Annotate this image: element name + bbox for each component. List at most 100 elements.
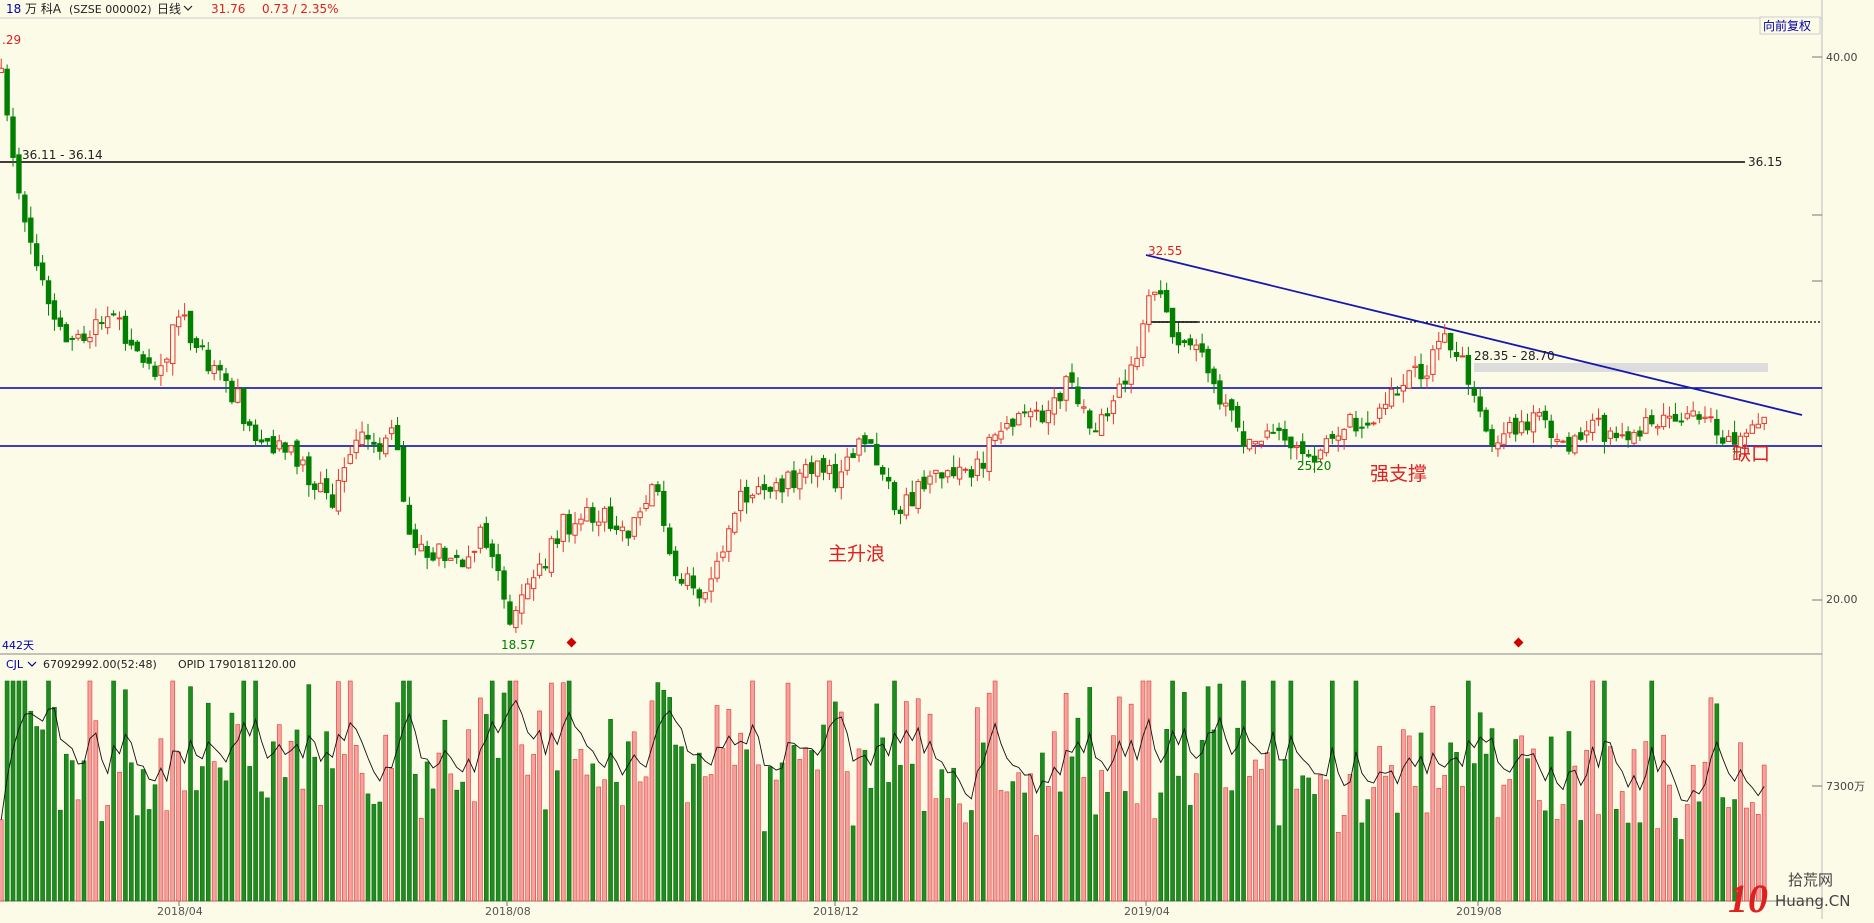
volume-bar: [1046, 786, 1051, 902]
candle-body: [288, 445, 294, 453]
volume-bar: [679, 746, 684, 902]
volume-bar: [152, 784, 158, 902]
volume-bar: [1649, 680, 1655, 902]
adjust-button-box[interactable]: [1759, 16, 1821, 35]
candle-body: [1607, 430, 1614, 439]
candle-body: [732, 512, 738, 533]
candle-body: [1761, 416, 1767, 425]
volume-bar: [223, 780, 229, 902]
candle-body: [211, 364, 217, 374]
volume-bar: [1105, 792, 1110, 902]
volume-bar: [1412, 786, 1418, 902]
candle-body: [1010, 418, 1016, 427]
volume-bar: [667, 697, 673, 902]
candle-body: [235, 388, 241, 403]
volume-bar: [998, 790, 1004, 902]
candle-body: [856, 438, 862, 456]
volume-bar: [614, 781, 619, 902]
volume-bar: [418, 817, 424, 902]
candle-body: [625, 530, 631, 539]
candle-body: [39, 262, 46, 281]
candle-body: [1069, 372, 1075, 383]
volume-bar: [28, 710, 34, 902]
volume-bar: [448, 773, 454, 902]
candle-body: [903, 494, 910, 516]
candle-body: [359, 431, 365, 446]
volume-bar: [1631, 749, 1637, 902]
candle-body: [51, 300, 58, 320]
volume-indicator-name[interactable]: CJL: [6, 658, 24, 671]
candle-body: [1542, 410, 1548, 421]
volume-bar: [1324, 779, 1329, 902]
volume-bar: [1335, 831, 1341, 902]
volume-bar: [58, 809, 63, 902]
chevron-down-icon[interactable]: [183, 5, 193, 11]
volume-bar: [1223, 787, 1229, 902]
candle-body: [1554, 439, 1560, 442]
volume-bar: [1578, 820, 1584, 902]
volume-bar: [1418, 732, 1424, 902]
volume-bar: [1359, 822, 1365, 902]
logo-text-en: Huang.CN: [1775, 892, 1850, 910]
volume-bar: [1661, 734, 1666, 902]
candle-body: [986, 436, 992, 472]
volume-bar: [1389, 765, 1394, 902]
volume-bar: [1430, 705, 1436, 902]
volume-bar: [1122, 791, 1128, 902]
candle-body: [590, 507, 596, 523]
volume-bar: [1750, 802, 1755, 902]
volume-bar: [87, 680, 93, 902]
volume-bar: [1519, 735, 1524, 902]
candle-body: [1430, 349, 1436, 375]
volume-bar: [904, 701, 909, 902]
volume-bar: [1117, 696, 1122, 902]
candle-body: [820, 458, 827, 473]
volume-bar: [365, 793, 371, 902]
candle-body: [388, 427, 395, 435]
candle-body: [1104, 413, 1111, 417]
candle-body: [28, 217, 34, 243]
volume-bar: [1099, 770, 1104, 902]
volume-bar: [844, 771, 850, 902]
candle-body: [1294, 445, 1300, 449]
candle-body: [737, 490, 744, 512]
candle-body: [1572, 435, 1578, 454]
volume-bar: [809, 750, 814, 902]
volume-bar: [1182, 692, 1187, 902]
candle-body: [1323, 438, 1330, 454]
volume-bar: [1205, 686, 1211, 902]
candle-body: [548, 538, 555, 573]
candle-body: [690, 575, 697, 589]
candle-body: [69, 337, 75, 340]
volume-bar: [1436, 788, 1442, 902]
volume-bar: [945, 798, 951, 902]
chevron-down-icon[interactable]: [27, 661, 37, 667]
candle-body: [241, 388, 247, 425]
candle-body: [1359, 426, 1365, 429]
volume-bar: [1063, 693, 1069, 902]
volume-bar: [838, 711, 844, 902]
candle-body: [1749, 424, 1756, 434]
volume-bar: [1371, 787, 1377, 902]
candle-body: [1152, 291, 1158, 295]
volume-bar: [791, 745, 797, 902]
candle-body: [164, 358, 170, 363]
volume-bar: [247, 766, 252, 902]
candle-body: [1714, 418, 1720, 436]
candle-body: [282, 442, 288, 453]
candle-body: [572, 523, 578, 536]
candle-body: [341, 467, 348, 482]
volume-bar: [1140, 680, 1146, 902]
volume-bar: [1229, 790, 1235, 902]
candle-body: [637, 511, 643, 519]
volume-bar: [1424, 812, 1430, 902]
candles: [0, 58, 1767, 633]
candle-body: [519, 594, 525, 614]
period-selector[interactable]: 日线: [157, 2, 181, 16]
candle-body: [974, 458, 981, 476]
candle-body: [45, 280, 52, 305]
volume-bar: [773, 779, 779, 902]
volume-bar: [531, 754, 536, 902]
volume-bar: [200, 766, 205, 902]
adjust-button[interactable]: 向前复权: [1763, 18, 1811, 33]
